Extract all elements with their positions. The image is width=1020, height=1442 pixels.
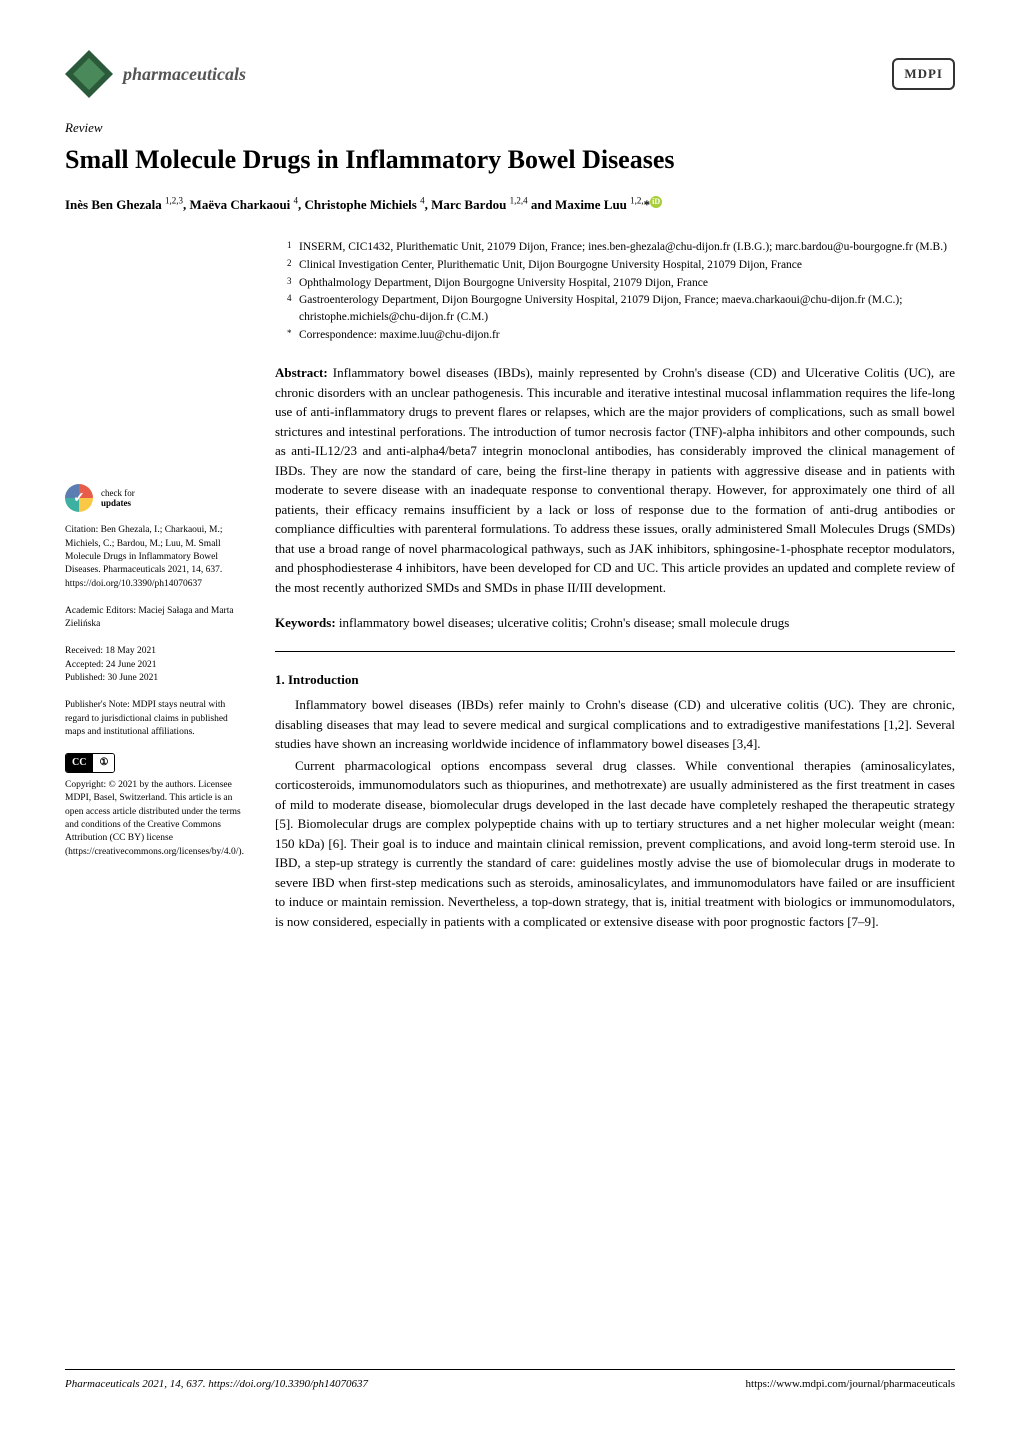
section-title: 1. Introduction <box>275 670 955 690</box>
received-date: Received: 18 May 2021 <box>65 645 250 658</box>
affiliation-item: 1INSERM, CIC1432, Plurithematic Unit, 21… <box>287 239 955 256</box>
affiliations: 1INSERM, CIC1432, Plurithematic Unit, 21… <box>275 239 955 343</box>
citation-text: Citation: Ben Ghezala, I.; Charkaoui, M.… <box>65 525 223 588</box>
citation-block: Citation: Ben Ghezala, I.; Charkaoui, M.… <box>65 524 250 590</box>
affiliation-item: *Correspondence: maxime.luu@chu-dijon.fr <box>287 327 955 344</box>
publisher-note: Publisher's Note: MDPI stays neutral wit… <box>65 699 250 739</box>
journal-logo: pharmaceuticals <box>65 50 246 98</box>
header-row: pharmaceuticals MDPI <box>65 50 955 98</box>
keywords-label: Keywords: <box>275 615 336 630</box>
license-block: CC ① Copyright: © 2021 by the authors. L… <box>65 753 250 859</box>
footer: Pharmaceuticals 2021, 14, 637. https://d… <box>65 1369 955 1393</box>
article-title: Small Molecule Drugs in Inflammatory Bow… <box>65 140 955 179</box>
authors-line: Inès Ben Ghezala 1,2,3, Maëva Charkaoui … <box>65 195 955 215</box>
affiliation-item: 3Ophthalmology Department, Dijon Bourgog… <box>287 275 955 292</box>
abstract-label: Abstract: <box>275 365 328 380</box>
affiliation-item: 4Gastroenterology Department, Dijon Bour… <box>287 292 955 325</box>
keywords: Keywords: inflammatory bowel diseases; u… <box>275 613 955 633</box>
authors-text: Inès Ben Ghezala 1,2,3, Maëva Charkaoui … <box>65 197 650 212</box>
published-date: Published: 30 June 2021 <box>65 672 250 685</box>
intro-p1: Inflammatory bowel diseases (IBDs) refer… <box>275 695 955 754</box>
article-type: Review <box>65 118 955 138</box>
sidebar: check for updates Citation: Ben Ghezala,… <box>65 239 250 933</box>
footer-left: Pharmaceuticals 2021, 14, 637. https://d… <box>65 1376 368 1393</box>
dates-block: Received: 18 May 2021 Accepted: 24 June … <box>65 645 250 685</box>
by-icon: ① <box>93 754 114 772</box>
check-updates-icon <box>65 484 93 512</box>
check-updates-line2: updates <box>101 498 135 509</box>
cc-icon: CC <box>66 754 93 772</box>
abstract: Abstract: Inflammatory bowel diseases (I… <box>275 363 955 597</box>
footer-right: https://www.mdpi.com/journal/pharmaceuti… <box>746 1376 955 1393</box>
affiliation-item: 2Clinical Investigation Center, Plurithe… <box>287 257 955 274</box>
editors-block: Academic Editors: Maciej Sałaga and Mart… <box>65 605 250 632</box>
divider <box>275 651 955 652</box>
intro-p2: Current pharmacological options encompas… <box>275 756 955 932</box>
journal-icon <box>65 50 113 98</box>
accepted-date: Accepted: 24 June 2021 <box>65 659 250 672</box>
abstract-text: Inflammatory bowel diseases (IBDs), main… <box>275 365 955 595</box>
check-updates-line1: check for <box>101 488 135 498</box>
main-column: 1INSERM, CIC1432, Plurithematic Unit, 21… <box>275 239 955 933</box>
intro-body: Inflammatory bowel diseases (IBDs) refer… <box>275 695 955 931</box>
cc-badge[interactable]: CC ① <box>65 753 115 773</box>
orcid-icon[interactable]: iD <box>650 196 662 208</box>
check-updates-badge[interactable]: check for updates <box>65 484 250 512</box>
keywords-text: inflammatory bowel diseases; ulcerative … <box>339 615 789 630</box>
check-updates-text: check for updates <box>101 488 135 510</box>
copyright-text: Copyright: © 2021 by the authors. Licens… <box>65 779 250 859</box>
journal-name: pharmaceuticals <box>123 61 246 88</box>
publisher-logo: MDPI <box>892 58 955 90</box>
